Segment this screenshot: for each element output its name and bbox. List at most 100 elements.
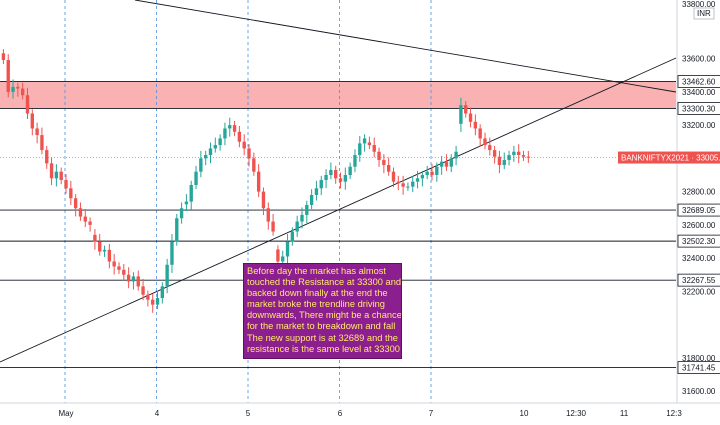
candle-body <box>478 128 482 139</box>
candle-body <box>69 188 73 199</box>
candle-body <box>49 163 54 179</box>
candle-body <box>107 249 112 262</box>
candle-body <box>367 142 372 146</box>
candle-body <box>377 151 381 161</box>
candle-body <box>30 113 34 129</box>
level-tag <box>677 273 720 287</box>
candle-body <box>314 188 319 195</box>
candle-body <box>420 175 425 179</box>
candle-body <box>464 105 468 114</box>
price-tick-label: 32800.00 <box>682 188 716 197</box>
candle-body <box>348 166 352 175</box>
candle-body <box>141 286 145 295</box>
candle-body <box>93 234 97 242</box>
candle-body <box>88 221 92 225</box>
time-tick-label: May <box>58 409 73 418</box>
candle-body <box>83 216 87 222</box>
candle-body <box>165 264 169 287</box>
candle-body <box>261 191 266 209</box>
level-tag <box>677 361 720 375</box>
candle-body <box>468 113 473 122</box>
candle-body <box>492 150 497 157</box>
price-tick-label: 33200.00 <box>682 121 716 130</box>
price-tick-label: 32200.00 <box>682 287 716 296</box>
candle-body <box>290 231 295 242</box>
price-tick-label: 31600.00 <box>682 387 716 396</box>
time-tick-label: 12:3 <box>666 409 682 418</box>
time-tick-label: 12:30 <box>566 409 587 418</box>
time-tick-label: 4 <box>155 409 160 418</box>
candle-body <box>309 194 314 205</box>
time-tick-label: 6 <box>338 409 343 418</box>
candle-body <box>213 145 217 149</box>
candle-body <box>175 218 179 242</box>
candle-body <box>102 249 107 252</box>
note-line: touched the Resistance at 33300 and <box>247 277 402 288</box>
candle-body <box>386 165 391 172</box>
note-line: Before day the market has almost <box>247 266 387 276</box>
candle-body <box>391 171 396 182</box>
candle-body <box>160 286 165 299</box>
candle-body <box>406 186 410 188</box>
level-tag-label: 33300.30 <box>682 104 716 113</box>
candle-body <box>362 138 367 144</box>
price-tick-label: 32400.00 <box>682 254 716 263</box>
candle-body <box>179 208 184 219</box>
candle-body <box>223 128 227 139</box>
candle-body <box>324 175 328 180</box>
candle-body <box>285 241 290 257</box>
candle-body <box>343 175 348 182</box>
candle-body <box>35 128 39 136</box>
candle-body <box>425 171 429 175</box>
candle-body <box>170 241 174 265</box>
candle-body <box>396 181 400 184</box>
candle-body <box>146 294 150 300</box>
candle-body <box>184 201 189 205</box>
time-tick-label: 5 <box>246 409 251 418</box>
candle-body <box>20 88 25 96</box>
candle-body <box>517 151 521 156</box>
rising-trendline[interactable] <box>0 57 677 363</box>
currency-badge[interactable] <box>693 7 715 20</box>
symbol-price-tag <box>618 151 720 164</box>
candle-body <box>454 151 458 159</box>
candle-body <box>242 141 246 149</box>
level-tag <box>677 234 720 248</box>
candle-body <box>415 178 420 182</box>
level-tag-label: 32267.55 <box>682 276 716 285</box>
note-line: market broke the trendline driving <box>247 299 385 310</box>
candle-body <box>497 156 502 166</box>
price-tick-label: 31800.00 <box>682 354 716 363</box>
candle-body <box>329 170 333 175</box>
candle-body <box>358 143 362 156</box>
candle-body <box>25 95 30 114</box>
candle-body <box>271 221 275 232</box>
candle-body <box>483 138 487 146</box>
candle-body <box>435 166 439 175</box>
candle-body <box>228 125 232 129</box>
candle-body <box>507 155 511 161</box>
falling-trendline[interactable] <box>134 0 677 93</box>
candle-body <box>276 249 280 262</box>
candle-body <box>98 241 102 252</box>
price-tick-label: 33400.00 <box>682 88 716 97</box>
candle-body <box>411 181 415 187</box>
price-tick-label: 33800.00 <box>682 0 716 9</box>
candle-body <box>237 131 242 142</box>
candle-body <box>334 170 338 179</box>
candle-body <box>218 138 222 146</box>
candle-body <box>444 161 449 167</box>
candle-body <box>449 158 453 167</box>
candle-body <box>252 158 256 172</box>
time-tick-label: 11 <box>620 409 629 418</box>
candle-body <box>300 214 304 222</box>
candle-body <box>266 208 270 222</box>
candle-body <box>247 148 251 159</box>
candle-body <box>45 150 49 164</box>
candle-body <box>136 276 140 287</box>
note-line: resistance is the same level at 33300 <box>247 343 400 354</box>
candle-body <box>382 160 386 166</box>
time-tick-label: 10 <box>520 409 529 418</box>
candle-body <box>112 261 116 267</box>
